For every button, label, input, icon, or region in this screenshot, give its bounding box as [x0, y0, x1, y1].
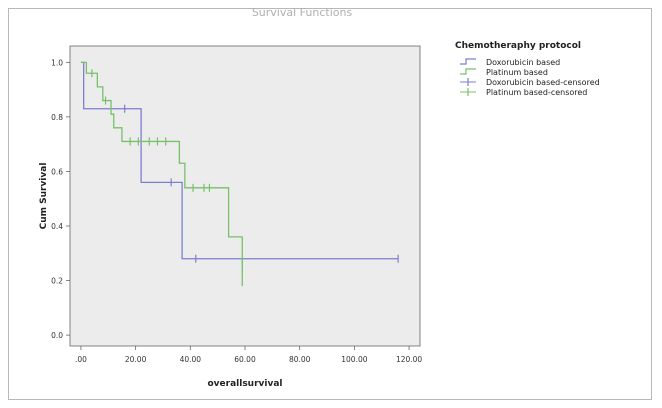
x-tick-label: .00: [75, 355, 87, 364]
legend-label: Doxorubicin based-censored: [486, 78, 600, 87]
legend: Chemotheraphy protocol Doxorubicin based…: [455, 41, 600, 97]
legend-title: Chemotheraphy protocol: [455, 41, 581, 51]
chart-title: Survival Functions: [252, 6, 353, 19]
x-tick-label: 40.00: [180, 355, 202, 364]
legend-item: Platinum based: [460, 68, 548, 77]
y-axis: 0.0 0.2 0.4 0.6 0.8 1.0: [51, 58, 70, 340]
legend-label: Platinum based: [486, 68, 548, 77]
y-tick-label: 0.4: [51, 222, 63, 231]
legend-swatch-step: [460, 68, 476, 75]
legend-swatch-step: [460, 58, 476, 65]
y-axis-title: Cum Survival: [39, 163, 49, 230]
y-tick-label: 0.0: [51, 331, 63, 340]
plot-area: [69, 45, 421, 347]
platinum-survival-line: [80, 61, 243, 286]
doxorubicin-survival-line: [80, 61, 399, 260]
legend-item: Doxorubicin based: [460, 58, 560, 67]
x-tick-label: 20.00: [125, 355, 147, 364]
y-tick-label: 1.0: [51, 58, 63, 67]
y-tick-label: 0.6: [51, 167, 63, 176]
x-tick-label: 120.00: [396, 355, 422, 364]
legend-label: Platinum based-censored: [486, 88, 587, 97]
x-tick-label: 60.00: [234, 355, 256, 364]
legend-label: Doxorubicin based: [486, 58, 560, 67]
x-axis: .00 20.00 40.00 60.00 80.00 100.00 120.00: [75, 346, 422, 364]
x-axis-title: overallsurvival: [207, 379, 282, 389]
legend-item: Doxorubicin based-censored: [460, 78, 600, 87]
x-tick-label: 100.00: [341, 355, 367, 364]
y-tick-label: 0.8: [51, 113, 63, 122]
y-tick-label: 0.2: [51, 277, 63, 286]
series-layer: [80, 61, 399, 286]
x-tick-label: 80.00: [289, 355, 311, 364]
legend-item: Platinum based-censored: [460, 88, 587, 97]
